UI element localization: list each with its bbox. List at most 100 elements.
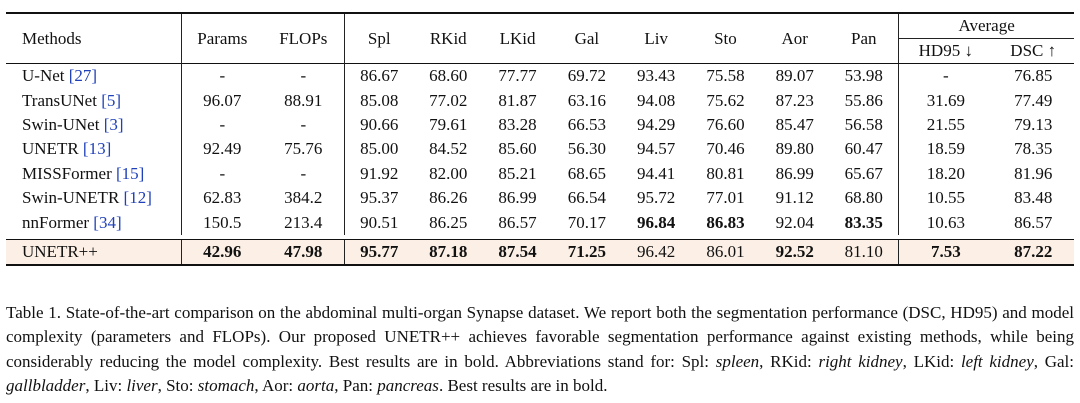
organ-score-cell: 85.00 [343,137,414,162]
citation-link[interactable]: [13] [82,139,112,159]
method-label: Swin-UNETR [22,188,120,208]
organ-score-cell: 86.67 [343,63,414,89]
table-row: UNETR [13] 92.49 75.76 85.00 84.52 85.60 56.30… [6,137,1074,162]
hd95-cell: 21.55 [898,112,993,138]
caption-sep-pan: , Pan: [334,376,378,396]
flops-cell: 213.4 [284,212,323,232]
header-aor: Aor [760,12,830,64]
caption-sep-liv: , Liv: [85,376,127,396]
header-sto: Sto [690,12,761,64]
organ-score-cell: 94.08 [637,90,676,110]
method-label: nnFormer [22,212,90,232]
method-name: UNETR++ [6,238,182,267]
organ-score-cell: 87.54 [482,238,553,267]
organ-score-cell: 85.47 [775,114,814,134]
organ-score-cell: 86.99 [775,163,814,183]
header-flops: FLOPs [262,12,345,64]
organ-score-cell: 60.47 [844,139,883,159]
caption-text: State-of-the-art comparison on the abdom… [6,303,1075,371]
organ-score-cell: 77.77 [482,63,553,89]
caption-sep-aor: , Aor: [254,376,298,396]
organ-score-cell: 68.65 [567,163,606,183]
method-name: nnFormer [34] [6,210,181,234]
proposed-method-row: UNETR++ 42.96 47.98 95.77 87.18 87.54 71.25 96.… [6,238,1074,267]
organ-score-cell: 56.30 [567,139,606,159]
organ-score-cell: 70.17 [567,212,606,232]
organ-score-cell: 94.29 [637,114,676,134]
organ-score-cell: 81.87 [498,90,537,110]
organ-score-cell: 89.80 [775,139,814,159]
method-name: Swin-UNETR [12] [6,186,181,210]
organ-score-cell: 96.42 [621,238,691,267]
dsc-cell: 86.57 [1014,212,1053,232]
citation-link[interactable]: [34] [93,212,122,232]
params-cell: - [180,112,263,138]
organ-score-cell: 89.07 [760,63,830,89]
hd95-cell: 18.59 [898,137,993,162]
organ-score-cell: 87.23 [775,90,814,110]
citation-link[interactable]: [3] [103,114,124,134]
table-row: U-Net [27] - -86.67 68.60 77.77 69.72 93.43 75.… [6,63,1074,89]
table-row: Swin-UNETR [12] 62.83 384.2 95.37 86.26 86.99… [6,185,1074,211]
results-table: Methods Params FLOPs Spl RKid LKid Gal L… [6,12,1074,267]
params-cell: 42.96 [180,238,263,267]
organ-score-cell: 83.35 [844,212,883,232]
caption-aor: aorta [297,376,335,396]
organ-score-cell: 86.99 [498,188,537,208]
organ-score-cell: 80.81 [706,163,745,183]
caption-label: Table 1. [6,303,61,322]
caption-rkid: right kidney [818,351,903,371]
header-average: Average [898,12,1074,39]
params-cell: - [180,161,263,186]
params-cell: 62.83 [180,185,263,211]
citation-link[interactable]: [27] [68,66,98,86]
dsc-cell: 81.96 [1014,163,1053,183]
organ-score-cell: 79.61 [429,114,468,134]
dsc-cell: 77.49 [1014,90,1053,110]
params-cell: - [180,63,263,89]
params-cell: 150.5 [180,210,263,235]
organ-score-cell: 92.52 [760,238,830,267]
caption-sep-gal: , Gal: [1033,351,1075,371]
method-name: TransUNet [5] [6,88,181,112]
caption-sep-rkid: , RKid: [759,351,819,371]
organ-score-cell: 86.57 [498,212,537,232]
caption-sep-lkid: , LKid: [902,351,961,371]
method-name: Swin-UNet [3] [6,113,181,137]
citation-link[interactable]: [5] [101,90,122,110]
organ-score-cell: 84.52 [429,139,468,159]
organ-score-cell: 66.53 [567,114,606,134]
caption-liv: liver [126,376,158,396]
citation-link[interactable]: [15] [115,163,145,183]
table-row: Swin-UNet [3] - -90.66 79.61 83.28 66.53 94.29… [6,112,1074,138]
caption-lkid: left kidney [960,351,1034,371]
organ-score-cell: 95.37 [343,185,414,211]
hd95-cell: 18.20 [898,161,993,186]
results-table-body: U-Net [27] - -86.67 68.60 77.77 69.72 93.43 75.… [6,63,1074,267]
method-name: U-Net [27] [6,63,182,89]
organ-score-cell: 77.02 [429,90,468,110]
hd95-cell: 31.69 [898,88,993,113]
organ-score-cell: 86.01 [690,238,761,267]
organ-score-cell: 96.84 [637,212,676,232]
hd95-cell: - [898,63,993,89]
organ-score-cell: 85.60 [498,139,537,159]
organ-score-cell: 94.57 [637,139,676,159]
caption-sep-sto: , Sto: [157,376,198,396]
dsc-cell: 83.48 [1014,188,1053,208]
organ-score-cell: 68.60 [413,63,483,89]
flops-cell: 88.91 [284,90,323,110]
organ-score-cell: 86.83 [706,212,745,232]
organ-score-cell: 83.28 [498,114,537,134]
organ-score-cell: 65.67 [844,163,883,183]
caption-pan: pancreas [377,376,439,396]
organ-score-cell: 81.10 [829,238,899,267]
dsc-cell: 78.35 [1014,139,1053,159]
params-cell: 92.49 [180,137,263,162]
organ-score-cell: 85.21 [498,163,537,183]
table-caption: Table 1. State-of-the-art comparison on … [6,301,1074,399]
organ-score-cell: 53.98 [829,63,899,89]
organ-score-cell: 85.08 [343,88,414,113]
table-row: MISSFormer [15] - -91.92 82.00 85.21 68.65 94.… [6,161,1074,186]
citation-link[interactable]: [12] [123,188,152,208]
